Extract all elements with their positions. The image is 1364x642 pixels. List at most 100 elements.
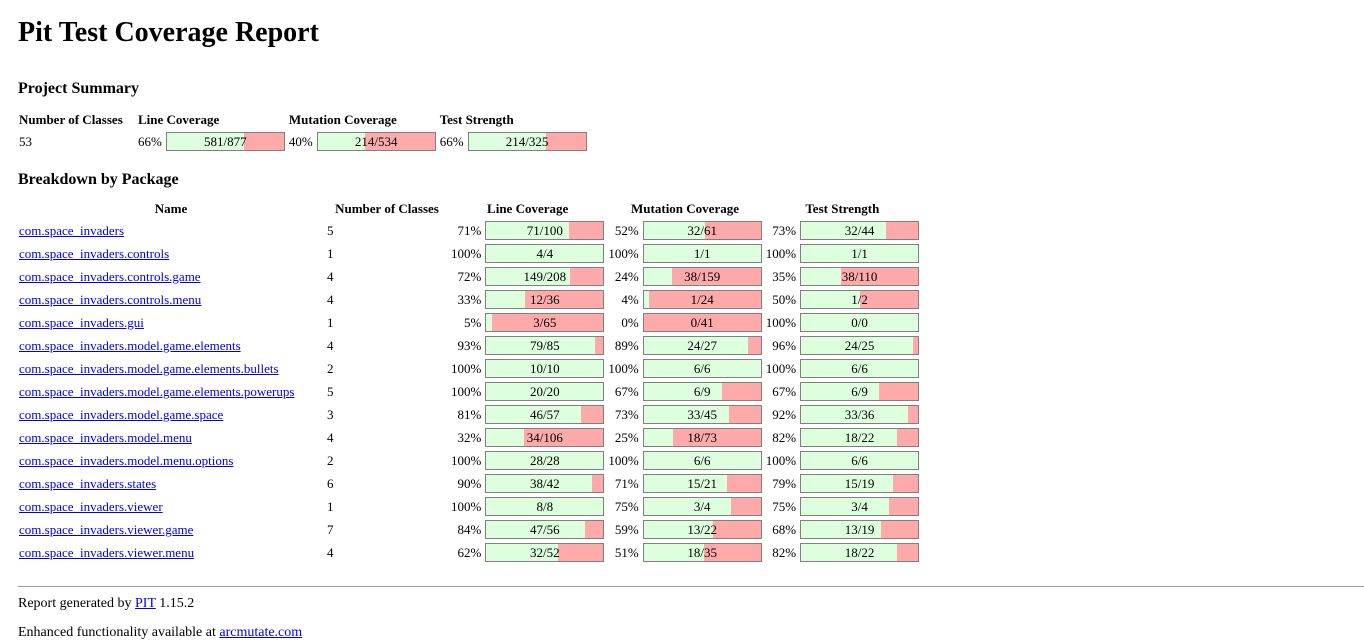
mutation-coverage-bar: 33/45 (642, 405, 762, 424)
line-coverage-cell: 47/56 (484, 519, 605, 540)
project-summary-heading: Project Summary (18, 80, 139, 97)
package-name-cell: com.space_invaders.model.game.elements.b… (18, 358, 324, 379)
line-coverage-percent: 100% (451, 360, 482, 376)
package-link[interactable]: com.space_invaders.model.game.space (19, 406, 224, 422)
package-link[interactable]: com.space_invaders.viewer.menu (19, 544, 195, 560)
mutation-coverage-bar: 6/6 (642, 451, 762, 470)
line-coverage-bar: 20/20 (485, 382, 605, 401)
line-coverage-bar: 47/56 (485, 520, 605, 539)
line-coverage-fill (486, 406, 581, 423)
line-coverage-cell: 46/57 (484, 404, 605, 425)
test-strength-text: 6/6 (851, 361, 868, 376)
test-strength-fill (801, 475, 894, 492)
summary-mutation-fill (317, 133, 365, 150)
summary-header-line: Line Coverage (138, 112, 220, 127)
line-coverage-cell: 20/20 (484, 381, 605, 402)
line-coverage-text: 10/10 (530, 361, 560, 376)
test-strength-text: 15/19 (844, 476, 875, 491)
mutation-coverage-cell: 6/6 (642, 450, 763, 471)
line-coverage-bar: 3/65 (485, 313, 605, 332)
line-coverage-fill (486, 268, 571, 285)
header-line-coverage: Line Coverage (487, 201, 569, 216)
mutation-coverage-text: 18/73 (687, 430, 717, 445)
line-coverage-fill (486, 222, 570, 239)
line-coverage-fill (486, 498, 604, 515)
line-coverage-bar: 32/52 (485, 543, 605, 562)
header-mutation-coverage: Mutation Coverage (631, 201, 739, 216)
test-strength-bar: 1/2 (800, 290, 920, 309)
mutation-coverage-fill (643, 383, 722, 400)
package-link[interactable]: com.space_invaders.gui (19, 314, 144, 330)
test-strength-fill (801, 544, 897, 561)
line-coverage-text: 149/208 (523, 269, 567, 284)
package-link[interactable]: com.space_invaders.model.game.elements.p… (19, 383, 295, 399)
package-name-cell: com.space_invaders.viewer.game (18, 519, 324, 540)
mutation-coverage-cell: 18/35 (642, 542, 763, 563)
test-strength-percent: 75% (772, 498, 797, 514)
test-strength-percent: 96% (772, 337, 797, 353)
package-classes-count: 5 (327, 383, 334, 399)
test-strength-cell: 18/22 (799, 427, 920, 448)
package-link[interactable]: com.space_invaders.states (19, 475, 157, 491)
test-strength-fill (801, 222, 887, 239)
mutation-coverage-percent: 51% (614, 544, 639, 560)
footer-divider (18, 586, 1364, 587)
arcmutate-link[interactable]: arcmutate.com (219, 625, 303, 640)
line-coverage-fill (486, 544, 559, 561)
test-strength-percent: 100% (765, 314, 797, 330)
summary-mutation-percent: 40% (288, 133, 313, 149)
package-row: com.space_invaders.model.menu.options 2 10… (18, 450, 920, 471)
package-link[interactable]: com.space_invaders.model.game.elements (19, 337, 241, 353)
test-strength-fill (801, 429, 897, 446)
package-link[interactable]: com.space_invaders.model.game.elements.b… (19, 360, 279, 376)
line-coverage-fill (486, 452, 604, 469)
test-strength-fill (801, 314, 919, 331)
line-coverage-fill (486, 360, 604, 377)
line-coverage-bar: 4/4 (485, 244, 605, 263)
pit-link[interactable]: PIT (135, 596, 156, 611)
line-coverage-bar: 46/57 (485, 405, 605, 424)
test-strength-cell: 0/0 (799, 312, 920, 333)
line-coverage-text: 71/100 (526, 223, 563, 238)
package-link[interactable]: com.space_invaders.viewer.game (19, 521, 194, 537)
line-coverage-percent: 33% (457, 291, 482, 307)
package-classes-count: 2 (327, 360, 334, 376)
package-name-cell: com.space_invaders (18, 220, 324, 241)
footer-enhanced: Enhanced functionality available at arcm… (18, 625, 1364, 641)
mutation-coverage-cell: 6/9 (642, 381, 763, 402)
mutation-coverage-cell: 13/22 (642, 519, 763, 540)
line-coverage-fill (486, 245, 604, 262)
test-strength-bar: 6/9 (800, 382, 920, 401)
mutation-coverage-cell: 1/1 (642, 243, 763, 264)
summary-strength-cell: 214/325 (467, 131, 588, 152)
package-link[interactable]: com.space_invaders.model.menu.options (19, 452, 234, 468)
mutation-coverage-text: 1/1 (693, 246, 711, 261)
line-coverage-percent: 100% (451, 383, 482, 399)
package-classes-count: 1 (327, 498, 334, 514)
test-strength-bar: 33/36 (800, 405, 920, 424)
package-link[interactable]: com.space_invaders.viewer (19, 498, 163, 514)
package-link[interactable]: com.space_invaders.controls.game (19, 268, 201, 284)
test-strength-text: 32/44 (844, 223, 875, 238)
line-coverage-text: 34/106 (526, 430, 563, 445)
package-name-cell: com.space_invaders.viewer (18, 496, 324, 517)
mutation-coverage-fill (643, 452, 761, 469)
test-strength-cell: 18/22 (799, 542, 920, 563)
mutation-coverage-percent: 24% (614, 268, 639, 284)
package-link[interactable]: com.space_invaders.controls (19, 245, 170, 261)
summary-line-bar: 581/877 (165, 132, 285, 151)
line-coverage-text: 46/57 (530, 407, 560, 422)
package-name-cell: com.space_invaders.model.menu.options (18, 450, 324, 471)
package-row: com.space_invaders.controls.menu 4 33% 12/3… (18, 289, 920, 310)
package-row: com.space_invaders.model.game.elements.p… (18, 381, 920, 402)
test-strength-fill (801, 245, 919, 262)
test-strength-percent: 73% (772, 222, 797, 238)
test-strength-text: 3/4 (851, 499, 868, 514)
test-strength-percent: 92% (772, 406, 797, 422)
package-link[interactable]: com.space_invaders.controls.menu (19, 291, 202, 307)
line-coverage-percent: 71% (457, 222, 482, 238)
package-link[interactable]: com.space_invaders.model.menu (19, 429, 192, 445)
package-link[interactable]: com.space_invaders (19, 222, 125, 238)
line-coverage-fill (486, 475, 593, 492)
mutation-coverage-text: 6/6 (693, 361, 711, 376)
